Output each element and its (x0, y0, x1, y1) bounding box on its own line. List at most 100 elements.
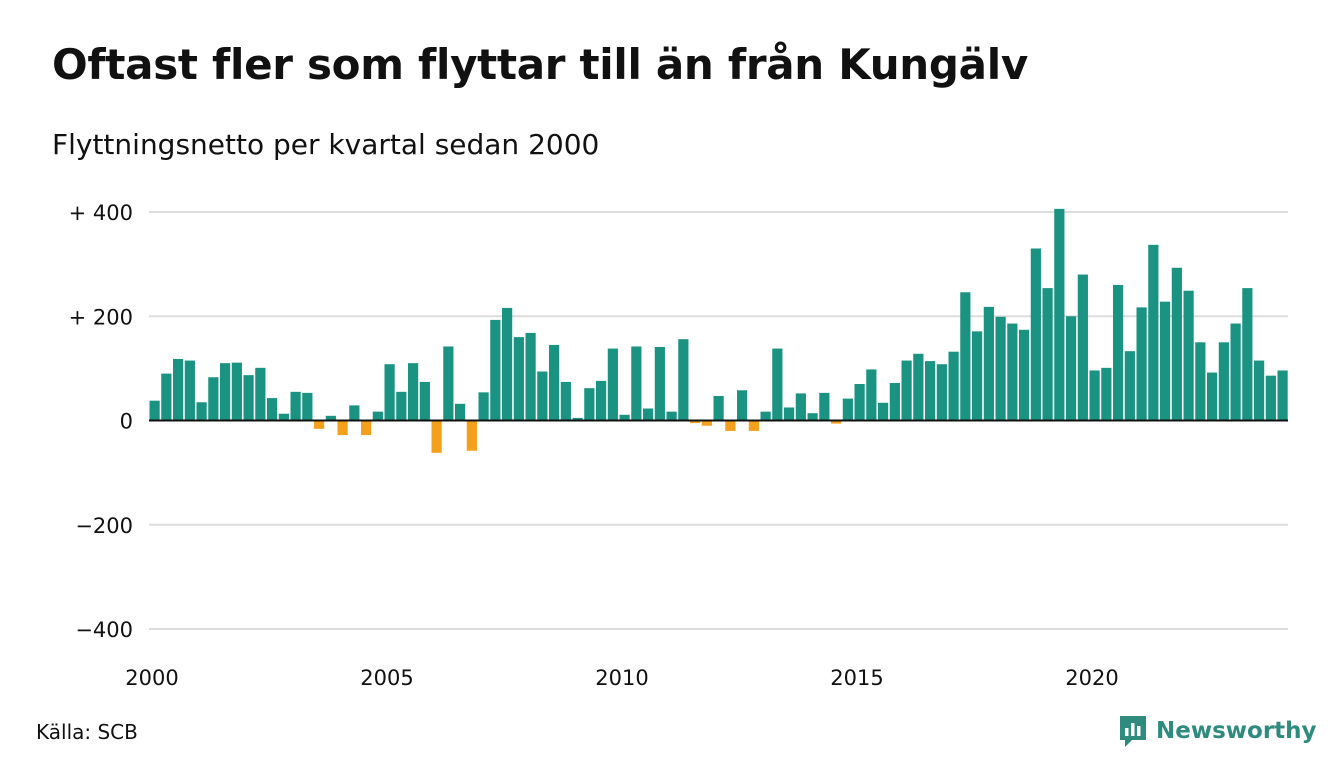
bar (502, 307, 513, 421)
x-tick-label: 2000 (125, 666, 178, 690)
bar (819, 392, 830, 421)
bar (1171, 267, 1182, 421)
bar (1242, 288, 1253, 421)
bar (490, 319, 501, 421)
bar (1277, 370, 1288, 421)
bar (255, 367, 266, 421)
bar (290, 391, 301, 421)
brand-logo: Newsworthy (1118, 714, 1317, 748)
bar (643, 408, 654, 421)
bar (408, 363, 419, 421)
bar (525, 332, 536, 421)
bar (196, 402, 207, 421)
x-tick-label: 2010 (595, 666, 648, 690)
bar (1019, 329, 1030, 421)
bar (795, 393, 806, 421)
chart-title: Oftast fler som flyttar till än från Kun… (52, 40, 1028, 89)
bar (772, 348, 783, 421)
bar (466, 420, 477, 451)
bar (584, 388, 595, 421)
bar (396, 391, 407, 421)
bar (842, 398, 853, 421)
x-axis-labels: 2000 2005 2010 2015 2020 (125, 666, 1118, 690)
bar (478, 392, 489, 421)
bar (1101, 367, 1112, 421)
bar (619, 414, 630, 421)
bar (596, 380, 607, 421)
bar (372, 411, 383, 421)
bar (1183, 290, 1194, 421)
bar (889, 382, 900, 421)
y-tick-label: −400 (75, 618, 133, 642)
y-tick-label: −200 (75, 514, 133, 538)
bar (1113, 284, 1124, 421)
bar (631, 346, 642, 421)
bar (1089, 370, 1100, 421)
bar (419, 381, 430, 421)
bar (1265, 375, 1276, 421)
bar (854, 384, 865, 421)
bar (866, 369, 877, 421)
bar (713, 396, 724, 421)
bar (537, 371, 548, 421)
bar (1042, 288, 1053, 421)
bar (1124, 351, 1135, 421)
bar (1254, 360, 1265, 421)
bar (748, 420, 759, 431)
brand-name: Newsworthy (1156, 718, 1317, 744)
bar (725, 420, 736, 431)
bar (560, 381, 571, 421)
y-tick-label: + 200 (69, 305, 133, 329)
bar (936, 364, 947, 421)
bar (220, 363, 231, 421)
bar (1160, 301, 1171, 421)
bar (349, 405, 360, 421)
x-tick-label: 2015 (830, 666, 883, 690)
bar (1195, 342, 1206, 421)
newsworthy-logo-icon (1120, 716, 1146, 747)
bar (1066, 316, 1077, 421)
bar (384, 364, 395, 421)
bar (666, 411, 677, 421)
bar (184, 360, 195, 421)
bar (431, 420, 442, 453)
bar (737, 390, 748, 421)
bar (701, 420, 712, 426)
bar (972, 331, 983, 421)
bar (831, 420, 842, 424)
bar (149, 400, 160, 421)
bar (1054, 208, 1065, 421)
bar (654, 347, 665, 421)
bar (231, 362, 242, 421)
bar (784, 407, 795, 421)
bar (243, 375, 254, 421)
bar (302, 392, 313, 421)
gridlines (149, 211, 1288, 630)
bars (149, 208, 1288, 453)
bar (1136, 307, 1147, 421)
bar (878, 402, 889, 421)
bar (1230, 323, 1241, 421)
bar (948, 351, 959, 421)
bar (607, 348, 618, 421)
bar (455, 403, 466, 421)
bar (960, 292, 971, 421)
bar (901, 360, 912, 421)
y-tick-label: 0 (120, 410, 133, 434)
y-axis-labels: + 400 + 200 0 −200 −400 (69, 201, 133, 642)
bar (1007, 323, 1018, 421)
bar (913, 353, 924, 421)
bar (1030, 248, 1041, 421)
bar (337, 420, 348, 436)
x-tick-label: 2005 (360, 666, 413, 690)
bar (173, 358, 184, 421)
bar (208, 377, 219, 421)
bar (443, 346, 454, 421)
bar (161, 373, 172, 421)
bar (983, 306, 994, 421)
bar (925, 361, 936, 421)
bar (314, 420, 325, 429)
y-tick-label: + 400 (69, 201, 133, 225)
bar (1148, 244, 1159, 421)
